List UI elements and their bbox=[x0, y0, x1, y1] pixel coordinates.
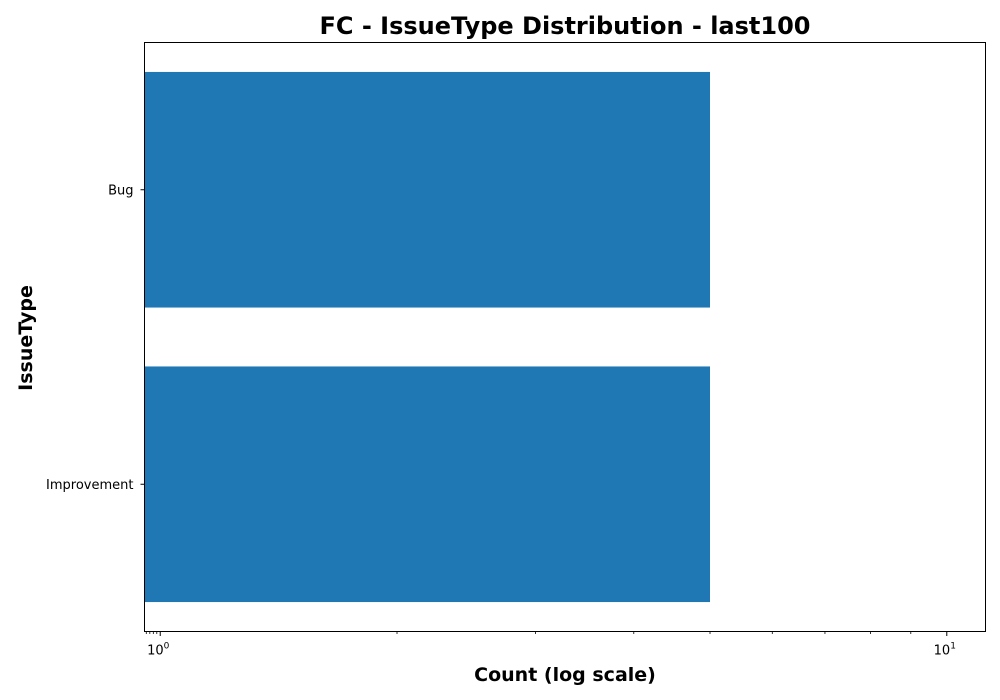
bars-group bbox=[144, 71, 711, 603]
chart-title: FC - IssueType Distribution - last100 bbox=[320, 12, 811, 40]
y-tick-label: Improvement bbox=[46, 478, 133, 493]
x-tick-label: 101 bbox=[934, 642, 956, 659]
x-axis-ticks: 100 101 bbox=[145, 631, 956, 659]
x-tick-label: 100 bbox=[147, 642, 170, 659]
y-tick-label: Bug bbox=[108, 183, 133, 198]
y-axis-label: IssueType bbox=[15, 285, 37, 391]
bar-bug bbox=[144, 71, 711, 308]
plot-frame bbox=[144, 42, 986, 632]
bar-improvement bbox=[144, 366, 711, 603]
y-axis-ticks: Bug Improvement bbox=[46, 183, 145, 493]
x-axis-label: Count (log scale) bbox=[474, 664, 656, 686]
